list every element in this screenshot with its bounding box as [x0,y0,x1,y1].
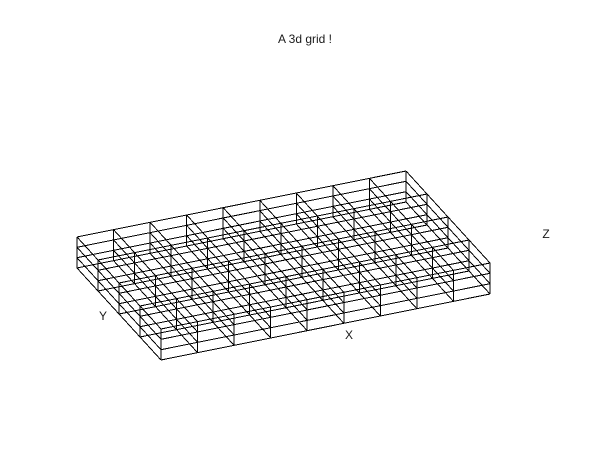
grid-line-x-19 [76,170,407,238]
grid-line-x-6 [139,249,470,317]
grid-line-x-13 [97,214,428,282]
grid-line-x-5 [139,260,470,328]
grid-line-x-18 [76,180,407,248]
grid-line-x-1 [160,283,491,351]
x-axis-label: X [345,328,353,342]
grid-line-x-9 [118,237,449,305]
grid-line-x-12 [97,224,428,292]
grid-line-y-55 [369,177,454,271]
grid-line-x-3 [160,262,491,330]
grid-line-x-10 [118,226,449,294]
grid-line-x-15 [97,193,428,261]
grid-line-y-43 [259,199,345,293]
grid-line-x-11 [118,216,449,284]
grid-line-x-0 [160,293,491,361]
grid-line-x-4 [139,270,470,338]
grid-line-x-8 [118,247,449,315]
grid-line-x-7 [139,239,470,307]
grid-line-x-2 [160,272,491,340]
figure-title: A 3d grid ! [278,32,332,46]
y-axis-label: Y [99,309,107,323]
grid-line-x-17 [76,191,407,259]
wireframe-grid [76,170,491,361]
grid-line-x-16 [76,201,407,269]
z-axis-label: Z [542,227,549,241]
grid-line-x-14 [97,203,428,271]
